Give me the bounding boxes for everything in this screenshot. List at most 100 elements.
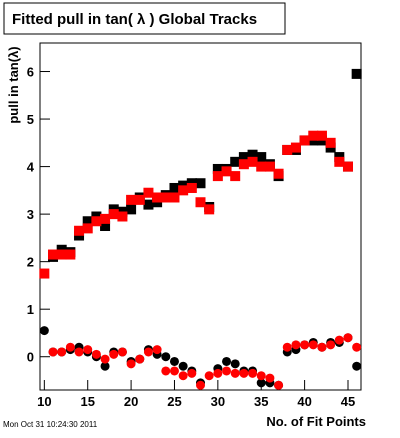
circle-marker bbox=[256, 371, 266, 381]
circle-marker bbox=[300, 340, 310, 350]
circle-marker bbox=[178, 361, 188, 371]
circle-marker bbox=[161, 352, 171, 362]
y-axis-label: pull in tan(λ) bbox=[6, 46, 21, 123]
square-marker bbox=[117, 211, 128, 222]
circle-marker bbox=[196, 380, 205, 390]
square-marker bbox=[282, 144, 293, 155]
circle-marker bbox=[230, 359, 240, 369]
square-marker bbox=[100, 213, 111, 224]
square-marker bbox=[126, 204, 137, 215]
square-marker bbox=[212, 171, 223, 182]
square-marker bbox=[143, 187, 154, 198]
square-marker bbox=[230, 171, 241, 182]
square-marker bbox=[195, 197, 206, 208]
square-marker bbox=[273, 168, 284, 179]
x-tick-label: 10 bbox=[37, 394, 51, 409]
y-tick-label: 3 bbox=[27, 207, 34, 222]
circle-marker bbox=[334, 335, 344, 345]
circle-marker bbox=[178, 371, 188, 381]
square-marker bbox=[204, 204, 215, 215]
circle-marker bbox=[39, 326, 49, 336]
square-marker bbox=[169, 182, 180, 193]
square-marker bbox=[256, 152, 267, 163]
circle-marker bbox=[109, 349, 119, 359]
square-marker bbox=[39, 268, 50, 279]
circle-marker bbox=[256, 378, 266, 388]
square-marker bbox=[212, 163, 223, 174]
y-tick-label: 0 bbox=[27, 350, 34, 365]
circle-marker bbox=[143, 347, 153, 357]
square-marker bbox=[108, 209, 119, 220]
square-marker bbox=[290, 142, 301, 153]
circle-marker bbox=[291, 340, 301, 350]
square-marker bbox=[91, 216, 102, 227]
square-marker bbox=[334, 156, 345, 167]
circle-marker bbox=[83, 345, 93, 355]
circle-marker bbox=[135, 354, 145, 364]
square-marker bbox=[169, 192, 180, 203]
y-tick-label: 2 bbox=[27, 255, 34, 270]
x-tick-label: 20 bbox=[124, 394, 138, 409]
circle-marker bbox=[187, 368, 197, 378]
square-marker bbox=[316, 130, 327, 141]
square-marker bbox=[230, 156, 241, 167]
circle-marker bbox=[65, 342, 75, 352]
square-marker bbox=[221, 166, 232, 177]
circle-marker bbox=[317, 342, 327, 352]
square-marker bbox=[308, 130, 319, 141]
square-marker bbox=[82, 223, 93, 234]
square-marker bbox=[74, 225, 85, 236]
circle-marker bbox=[265, 373, 275, 383]
square-marker bbox=[299, 135, 310, 146]
circle-marker bbox=[57, 347, 67, 357]
square-marker bbox=[48, 249, 59, 260]
square-marker bbox=[134, 194, 145, 205]
circle-marker bbox=[100, 354, 110, 364]
circle-marker bbox=[169, 366, 179, 376]
x-tick-label: 40 bbox=[297, 394, 311, 409]
circle-marker bbox=[48, 347, 58, 357]
circle-marker bbox=[274, 380, 284, 390]
square-marker bbox=[351, 68, 362, 79]
square-marker bbox=[325, 137, 336, 148]
circle-marker bbox=[326, 340, 336, 350]
square-marker bbox=[56, 249, 67, 260]
circle-marker bbox=[213, 368, 223, 378]
square-marker bbox=[256, 161, 267, 172]
circle-marker bbox=[222, 366, 232, 376]
circle-marker bbox=[239, 368, 249, 378]
circle-marker bbox=[152, 345, 162, 355]
square-marker bbox=[100, 221, 111, 232]
square-marker bbox=[342, 161, 353, 172]
square-marker bbox=[160, 192, 171, 203]
circle-marker bbox=[126, 359, 136, 369]
circle-marker bbox=[343, 333, 353, 343]
title-box bbox=[3, 2, 286, 35]
circle-marker bbox=[74, 347, 84, 357]
circle-marker bbox=[117, 347, 127, 357]
x-axis-label: No. of Fit Points bbox=[266, 414, 366, 429]
circle-marker bbox=[352, 361, 362, 371]
x-tick-label: 45 bbox=[341, 394, 355, 409]
y-tick-label: 6 bbox=[27, 65, 34, 80]
square-marker bbox=[65, 249, 76, 260]
x-tick-label: 35 bbox=[254, 394, 268, 409]
square-marker bbox=[126, 194, 137, 205]
square-marker bbox=[143, 199, 154, 210]
x-tick-label: 25 bbox=[167, 394, 181, 409]
square-marker bbox=[186, 182, 197, 193]
square-marker bbox=[152, 192, 163, 203]
square-marker bbox=[82, 216, 93, 227]
square-marker bbox=[247, 156, 258, 167]
y-tick-label: 1 bbox=[27, 302, 34, 317]
square-marker bbox=[178, 185, 189, 196]
circle-marker bbox=[352, 342, 362, 352]
circle-marker bbox=[282, 342, 292, 352]
circle-marker bbox=[308, 340, 318, 350]
x-tick-label: 15 bbox=[80, 394, 94, 409]
square-marker bbox=[264, 161, 275, 172]
plot-frame bbox=[39, 42, 362, 391]
circle-marker bbox=[100, 361, 110, 371]
